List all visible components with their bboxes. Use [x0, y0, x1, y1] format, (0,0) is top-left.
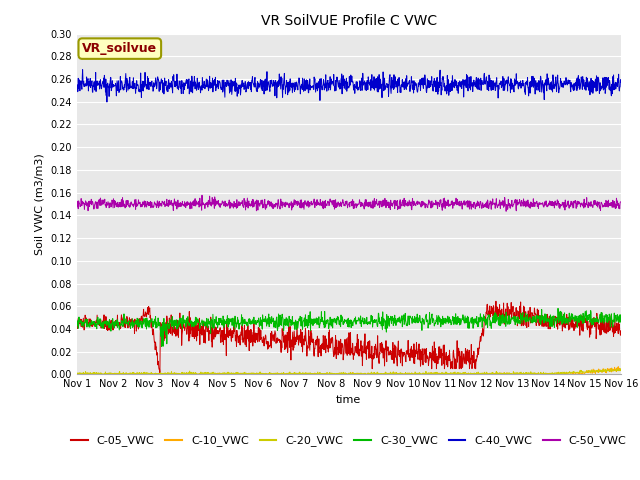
C-40_VWC: [305, 90, 312, 96]
C-50_VWC: [304, 198, 312, 204]
C-20_VWC: [175, 372, 182, 377]
C-05_VWC: [73, 316, 81, 322]
Title: VR SoilVUE Profile C VWC: VR SoilVUE Profile C VWC: [260, 14, 437, 28]
C-40_VWC: [316, 76, 323, 82]
C-10_VWC: [325, 372, 333, 377]
C-40_VWC: [116, 87, 124, 93]
C-30_VWC: [554, 305, 562, 311]
Line: C-40_VWC: C-40_VWC: [77, 70, 621, 102]
C-20_VWC: [617, 367, 625, 373]
C-05_VWC: [115, 322, 123, 328]
C-10_VWC: [316, 371, 323, 376]
C-50_VWC: [115, 202, 123, 207]
C-30_VWC: [316, 325, 323, 331]
C-10_VWC: [304, 371, 312, 377]
C-05_VWC: [492, 299, 500, 304]
C-40_VWC: [326, 80, 333, 86]
C-30_VWC: [73, 322, 81, 328]
C-20_VWC: [383, 370, 390, 376]
C-05_VWC: [383, 359, 390, 364]
C-05_VWC: [617, 328, 625, 334]
C-50_VWC: [316, 202, 323, 208]
C-20_VWC: [304, 371, 312, 377]
C-40_VWC: [79, 67, 86, 72]
C-50_VWC: [198, 192, 206, 198]
C-30_VWC: [158, 344, 166, 349]
C-05_VWC: [316, 346, 323, 351]
C-05_VWC: [325, 343, 333, 348]
Line: C-50_VWC: C-50_VWC: [77, 195, 621, 211]
C-10_VWC: [115, 371, 123, 377]
C-40_VWC: [138, 82, 146, 87]
C-05_VWC: [156, 370, 164, 375]
Line: C-05_VWC: C-05_VWC: [77, 301, 621, 372]
C-40_VWC: [73, 89, 81, 95]
Text: VR_soilvue: VR_soilvue: [82, 42, 157, 55]
C-40_VWC: [103, 99, 111, 105]
C-20_VWC: [115, 370, 123, 376]
C-30_VWC: [137, 318, 145, 324]
C-50_VWC: [137, 201, 145, 207]
C-40_VWC: [383, 81, 391, 87]
C-10_VWC: [617, 367, 625, 372]
Y-axis label: Soil VWC (m3/m3): Soil VWC (m3/m3): [35, 153, 45, 255]
C-10_VWC: [73, 371, 81, 376]
C-10_VWC: [383, 372, 390, 377]
C-10_VWC: [614, 364, 622, 370]
C-20_VWC: [316, 371, 323, 376]
Line: C-20_VWC: C-20_VWC: [77, 369, 621, 374]
C-50_VWC: [502, 208, 510, 214]
C-10_VWC: [74, 372, 82, 377]
C-30_VWC: [617, 319, 625, 325]
X-axis label: time: time: [336, 395, 362, 405]
C-20_VWC: [73, 370, 81, 376]
Legend: C-05_VWC, C-10_VWC, C-20_VWC, C-30_VWC, C-40_VWC, C-50_VWC: C-05_VWC, C-10_VWC, C-20_VWC, C-30_VWC, …: [67, 431, 631, 451]
C-30_VWC: [115, 323, 123, 329]
C-30_VWC: [383, 312, 390, 317]
C-30_VWC: [325, 324, 333, 330]
Line: C-10_VWC: C-10_VWC: [77, 367, 621, 374]
C-50_VWC: [383, 198, 390, 204]
Line: C-30_VWC: C-30_VWC: [77, 308, 621, 347]
C-05_VWC: [304, 345, 312, 351]
C-05_VWC: [137, 315, 145, 321]
C-40_VWC: [617, 80, 625, 85]
C-50_VWC: [617, 199, 625, 204]
C-20_VWC: [616, 366, 624, 372]
C-50_VWC: [73, 204, 81, 209]
C-30_VWC: [304, 318, 312, 324]
C-20_VWC: [137, 372, 145, 377]
C-20_VWC: [325, 372, 333, 377]
C-50_VWC: [325, 203, 333, 208]
C-10_VWC: [138, 370, 145, 376]
